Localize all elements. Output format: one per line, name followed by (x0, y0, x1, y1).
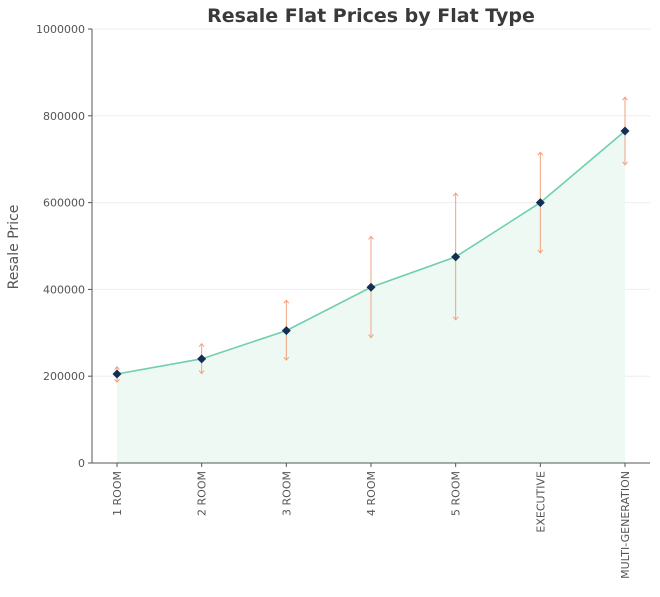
error-cap-upper (283, 299, 290, 304)
x-tick-label: 4 ROOM (365, 471, 378, 516)
x-tick-label: 3 ROOM (280, 471, 293, 516)
error-cap-lower (368, 334, 374, 339)
error-cap-upper (368, 235, 374, 240)
error-cap-upper (622, 96, 628, 101)
data-point (197, 354, 207, 364)
error-cap-lower (537, 249, 544, 254)
y-tick-label: 600000 (43, 197, 85, 210)
error-cap-lower (622, 161, 628, 166)
y-tick-label: 200000 (43, 370, 85, 383)
error-cap-upper (537, 151, 544, 156)
x-tick-label: MULTI-GENERATION (619, 471, 632, 579)
y-axis-label: Resale Price (6, 205, 22, 290)
x-tick-label: 5 ROOM (450, 471, 463, 516)
y-tick-label: 1000000 (36, 23, 85, 36)
error-cap-lower (114, 378, 120, 384)
error-cap-upper (198, 342, 205, 347)
y-tick-label: 0 (78, 457, 85, 470)
data-point (281, 326, 291, 336)
chart-title: Resale Flat Prices by Flat Type (207, 5, 535, 27)
y-tick-labels: 0 200000 400000 600000 800000 1000000 (36, 23, 85, 470)
data-point (451, 252, 461, 262)
y-tick-label: 800000 (43, 110, 85, 123)
error-cap-lower (452, 316, 459, 321)
error-cap-lower (283, 356, 290, 361)
data-point (366, 282, 376, 292)
data-point (620, 126, 630, 136)
data-points (112, 126, 630, 379)
error-cap-lower (198, 370, 205, 375)
axes (88, 28, 650, 467)
error-cap-upper (452, 192, 459, 197)
data-point (112, 369, 122, 379)
x-tick-label: 1 ROOM (111, 471, 124, 516)
x-tick-label: 2 ROOM (196, 471, 209, 516)
data-point (535, 198, 545, 208)
x-tick-label: EXECUTIVE (534, 471, 547, 533)
error-cap-upper (114, 365, 120, 370)
x-tick-labels: 1 ROOM 2 ROOM 3 ROOM 4 ROOM 5 ROOM EXECUTIVE M… (111, 471, 632, 579)
y-tick-label: 400000 (43, 283, 85, 296)
